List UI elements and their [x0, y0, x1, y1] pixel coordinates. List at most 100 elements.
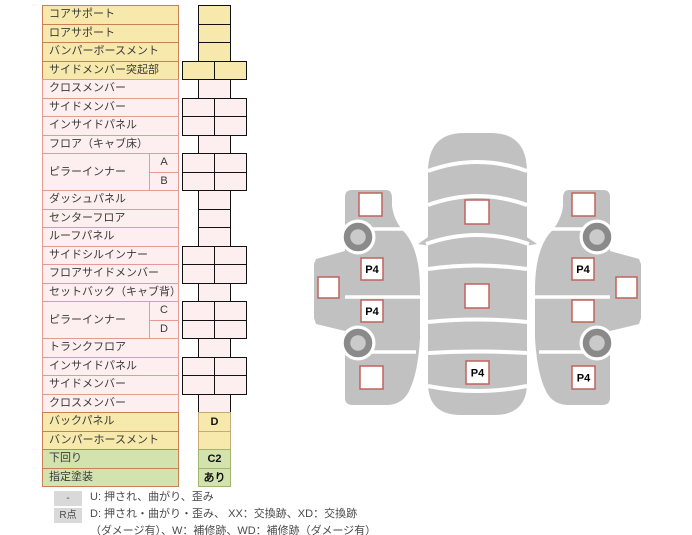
damage-cell	[182, 264, 215, 284]
damage-cell	[182, 356, 215, 376]
damage-marker-roof	[464, 283, 490, 309]
damage-cell: C2	[198, 449, 231, 469]
part-row-label: サイドメンバー	[42, 97, 179, 117]
part-row-label: ルーフパネル	[42, 227, 179, 247]
damage-marker-left-glass	[317, 276, 340, 299]
damage-cell: D	[198, 412, 231, 432]
legend-text-u: U: 押され、曲がり、歪み	[90, 491, 214, 503]
part-row-label: サイドメンバー突起部	[42, 60, 179, 80]
damage-cell	[198, 190, 231, 210]
part-row-label: ロアサポート	[42, 23, 179, 43]
part-row-label: ピラーインナー A B	[42, 153, 179, 191]
damage-cell	[182, 60, 215, 80]
legend-badge-dash: -	[54, 491, 82, 506]
part-row-label: フロアサイドメンバー	[42, 264, 179, 284]
damage-marker-code: P4	[365, 264, 379, 276]
legend-text-damage: （ダメージ有）、W：補修跡、WD：補修跡（ダメージ有）	[90, 525, 377, 535]
damage-marker-left-rear-door	[360, 299, 384, 323]
damage-marker-left-rear-quarter	[359, 365, 384, 390]
pillar-sub-label: B	[160, 174, 168, 187]
damage-marker-right-rear-quarter	[571, 365, 596, 390]
damage-cell	[182, 319, 215, 339]
damage-cell	[182, 97, 215, 117]
left-front-wheel-icon	[343, 222, 373, 252]
left-rear-wheel-icon	[343, 328, 373, 358]
damage-cell	[198, 338, 231, 358]
part-row-label: インサイドパネル	[42, 116, 179, 136]
damage-cell	[214, 301, 247, 321]
right-rear-wheel-icon	[582, 328, 612, 358]
damage-cell	[198, 227, 231, 247]
damage-cell	[214, 245, 247, 265]
part-row-label: センターフロア	[42, 208, 179, 228]
damage-cell	[182, 171, 215, 191]
part-row-label: ダッシュパネル	[42, 190, 179, 210]
damage-marker-right-glass	[615, 276, 638, 299]
damage-cell	[214, 116, 247, 136]
damage-cell	[214, 319, 247, 339]
damage-marker-code: P4	[365, 306, 379, 318]
damage-cell	[198, 208, 231, 228]
part-row-label: バンパーボースメント	[42, 42, 179, 62]
damage-marker-left-front-fender	[358, 192, 383, 217]
damage-cell	[214, 375, 247, 395]
damage-cell	[198, 282, 231, 302]
damage-marker-left-front-door	[360, 257, 384, 281]
part-row-label: ピラーインナー C D	[42, 301, 179, 339]
part-row-label: セットバック（キャブ背）	[42, 282, 181, 302]
car-top-view-panel-lines	[425, 160, 530, 393]
car-top-view-body	[428, 133, 527, 415]
damage-cell	[182, 153, 215, 173]
damage-cell	[214, 60, 247, 80]
car-damage-diagram: P4 P4 P4 P4 P4	[314, 133, 641, 415]
part-row-label: サイドメンバー	[42, 375, 179, 395]
damage-cell	[198, 42, 231, 62]
damage-marker-hood	[464, 199, 490, 225]
right-front-wheel-icon	[582, 222, 612, 252]
damage-cell	[182, 375, 215, 395]
damage-cell	[198, 79, 231, 99]
damage-cell	[198, 5, 231, 25]
part-row-label-text: ピラーインナー	[49, 165, 126, 178]
legend-line-1: - U: 押され、曲がり、歪み	[54, 491, 376, 506]
damage-cell	[198, 134, 231, 154]
part-row-label: インサイドパネル	[42, 356, 179, 376]
pillar-sub-label: D	[160, 322, 168, 335]
damage-marker-code: P4	[576, 264, 590, 276]
damage-marker-code: P4	[471, 368, 485, 380]
damage-marker-right-front-door	[571, 257, 595, 281]
damage-cell	[214, 97, 247, 117]
damage-cell	[198, 23, 231, 43]
damage-cell	[182, 245, 215, 265]
damage-marker-right-front-fender	[571, 192, 596, 217]
legend-line-2: R点 D: 押され・曲がり・歪み、 XX：交換跡、XD：交換跡	[54, 508, 376, 523]
damage-cell	[214, 171, 247, 191]
damage-markers: P4 P4 P4 P4 P4	[317, 192, 638, 390]
damage-marker-code: P4	[577, 373, 591, 385]
legend-line-3: （ダメージ有）、W：補修跡、WD：補修跡（ダメージ有）	[90, 525, 376, 535]
damage-cell	[182, 116, 215, 136]
part-row-label-text: ピラーインナー	[49, 313, 126, 326]
damage-cell	[198, 430, 231, 450]
damage-cell: あり	[198, 467, 231, 487]
damage-cell	[214, 153, 247, 173]
part-row-label: サイドシルインナー	[42, 245, 179, 265]
damage-marker-right-rear-door	[571, 299, 595, 323]
legend-badge-rpoint: R点	[54, 508, 82, 523]
legend-text-d: D: 押され・曲がり・歪み、 XX：交換跡、XD：交換跡	[90, 508, 358, 520]
part-row-label: 下回り	[42, 449, 179, 469]
part-row-label: クロスメンバー	[42, 393, 179, 413]
damage-cell	[182, 301, 215, 321]
part-row-label: クロスメンバー	[42, 79, 179, 99]
legend: - U: 押され、曲がり、歪み R点 D: 押され・曲がり・歪み、 XX：交換跡…	[54, 491, 376, 535]
damage-cell	[214, 264, 247, 284]
part-row-label: コアサポート	[42, 5, 179, 25]
part-row-label: バックパネル	[42, 412, 179, 432]
pillar-sub-label: C	[150, 302, 178, 321]
pillar-sub-label: A	[150, 154, 178, 173]
damage-marker-trunk	[465, 360, 490, 385]
damage-cell	[198, 393, 231, 413]
